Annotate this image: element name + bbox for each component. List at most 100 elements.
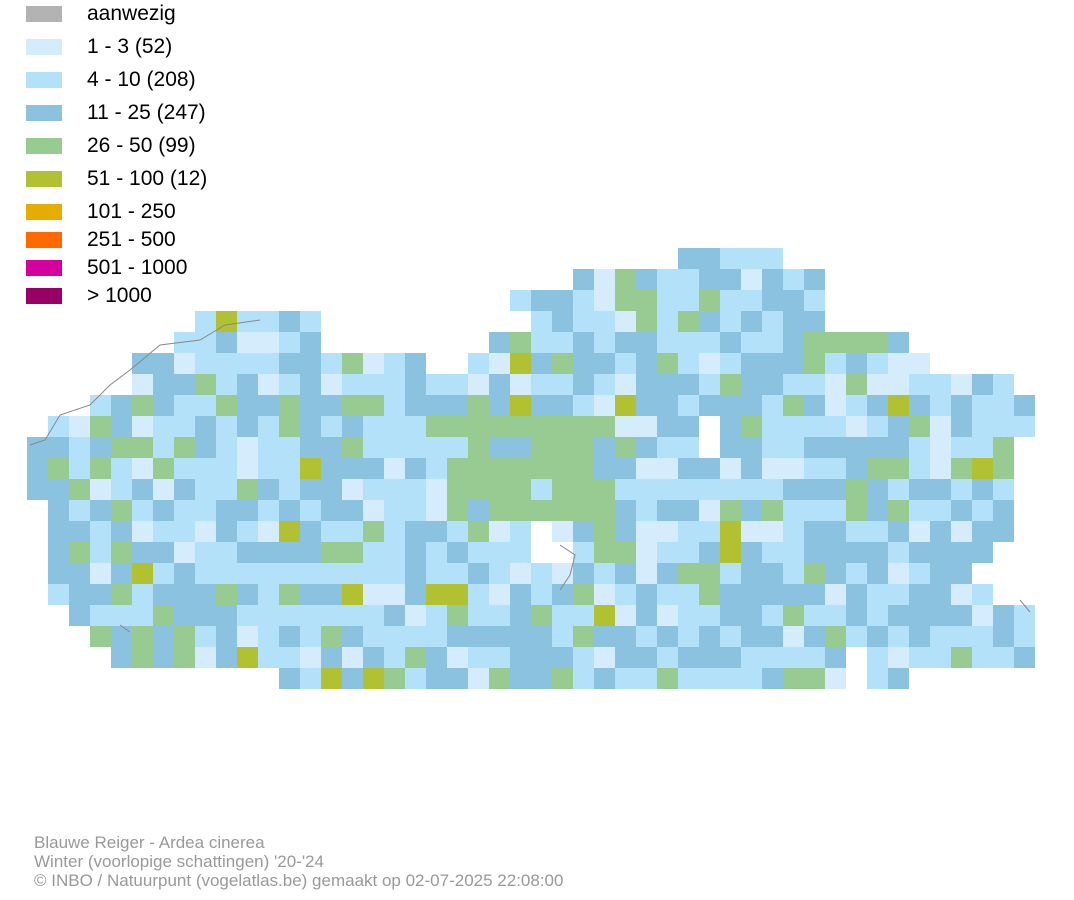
grid-cell [678, 668, 699, 689]
grid-cell [195, 647, 216, 668]
grid-cell [888, 626, 909, 647]
grid-cell [468, 626, 489, 647]
grid-cell [573, 563, 594, 584]
grid-cell [741, 626, 762, 647]
legend-swatch [26, 39, 62, 55]
grid-cell [279, 395, 300, 416]
grid-cell [447, 605, 468, 626]
grid-cell [909, 458, 930, 479]
grid-cell [657, 311, 678, 332]
grid-cell [783, 416, 804, 437]
grid-cell [237, 374, 258, 395]
grid-cell [279, 416, 300, 437]
grid-cell [783, 605, 804, 626]
grid-cell [195, 563, 216, 584]
grid-cell [909, 395, 930, 416]
grid-cell [657, 479, 678, 500]
grid-cell [993, 521, 1014, 542]
grid-cell [846, 458, 867, 479]
grid-cell [1014, 395, 1035, 416]
grid-cell [888, 500, 909, 521]
grid-cell [699, 542, 720, 563]
grid-cell [594, 626, 615, 647]
grid-cell [783, 311, 804, 332]
grid-cell [237, 500, 258, 521]
grid-cell [657, 416, 678, 437]
grid-cell [909, 542, 930, 563]
grid-cell [300, 521, 321, 542]
grid-cell [279, 542, 300, 563]
grid-cell [216, 395, 237, 416]
grid-cell [741, 584, 762, 605]
grid-cell [237, 521, 258, 542]
grid-cell [930, 647, 951, 668]
grid-cell [216, 332, 237, 353]
grid-cell [552, 332, 573, 353]
grid-cell [153, 458, 174, 479]
grid-cell [321, 626, 342, 647]
grid-cell [741, 500, 762, 521]
grid-cell [951, 647, 972, 668]
grid-cell [783, 374, 804, 395]
grid-cell [615, 374, 636, 395]
grid-cell [174, 416, 195, 437]
grid-cell [510, 353, 531, 374]
legend-label: 26 - 50 (99) [87, 134, 196, 157]
grid-cell [153, 626, 174, 647]
grid-cell [111, 521, 132, 542]
grid-cell [573, 416, 594, 437]
grid-cell [510, 521, 531, 542]
grid-cell [195, 584, 216, 605]
grid-cell [48, 563, 69, 584]
grid-cell [573, 374, 594, 395]
grid-cell [342, 416, 363, 437]
grid-cell [510, 668, 531, 689]
grid-cell [909, 353, 930, 374]
grid-cell [720, 668, 741, 689]
grid-cell [468, 458, 489, 479]
grid-cell [153, 584, 174, 605]
grid-cell [174, 542, 195, 563]
grid-cell [804, 311, 825, 332]
grid-cell [531, 479, 552, 500]
grid-cell [573, 290, 594, 311]
grid-cell [321, 521, 342, 542]
grid-cells [27, 248, 1035, 689]
grid-cell [888, 332, 909, 353]
grid-cell [300, 563, 321, 584]
grid-cell [762, 248, 783, 269]
grid-cell [426, 563, 447, 584]
grid-cell [825, 626, 846, 647]
grid-cell [993, 458, 1014, 479]
grid-cell [531, 374, 552, 395]
grid-cell [132, 626, 153, 647]
grid-cell [825, 521, 846, 542]
grid-cell [216, 353, 237, 374]
grid-cell [972, 374, 993, 395]
grid-cell [447, 458, 468, 479]
grid-cell [342, 458, 363, 479]
grid-cell [174, 395, 195, 416]
grid-cell [657, 521, 678, 542]
grid-cell [363, 605, 384, 626]
grid-cell [825, 563, 846, 584]
grid-cell [720, 521, 741, 542]
grid-cell [342, 395, 363, 416]
grid-cell [573, 605, 594, 626]
grid-cell [132, 353, 153, 374]
grid-cell [804, 647, 825, 668]
grid-cell [153, 479, 174, 500]
grid-cell [951, 479, 972, 500]
grid-cell [384, 395, 405, 416]
grid-cell [510, 395, 531, 416]
grid-cell [720, 269, 741, 290]
grid-cell [615, 668, 636, 689]
grid-cell [867, 668, 888, 689]
grid-cell [615, 311, 636, 332]
grid-cell [342, 563, 363, 584]
grid-cell [111, 500, 132, 521]
legend-swatch [26, 232, 62, 248]
grid-cell [657, 458, 678, 479]
grid-cell [951, 542, 972, 563]
grid-cell [762, 332, 783, 353]
